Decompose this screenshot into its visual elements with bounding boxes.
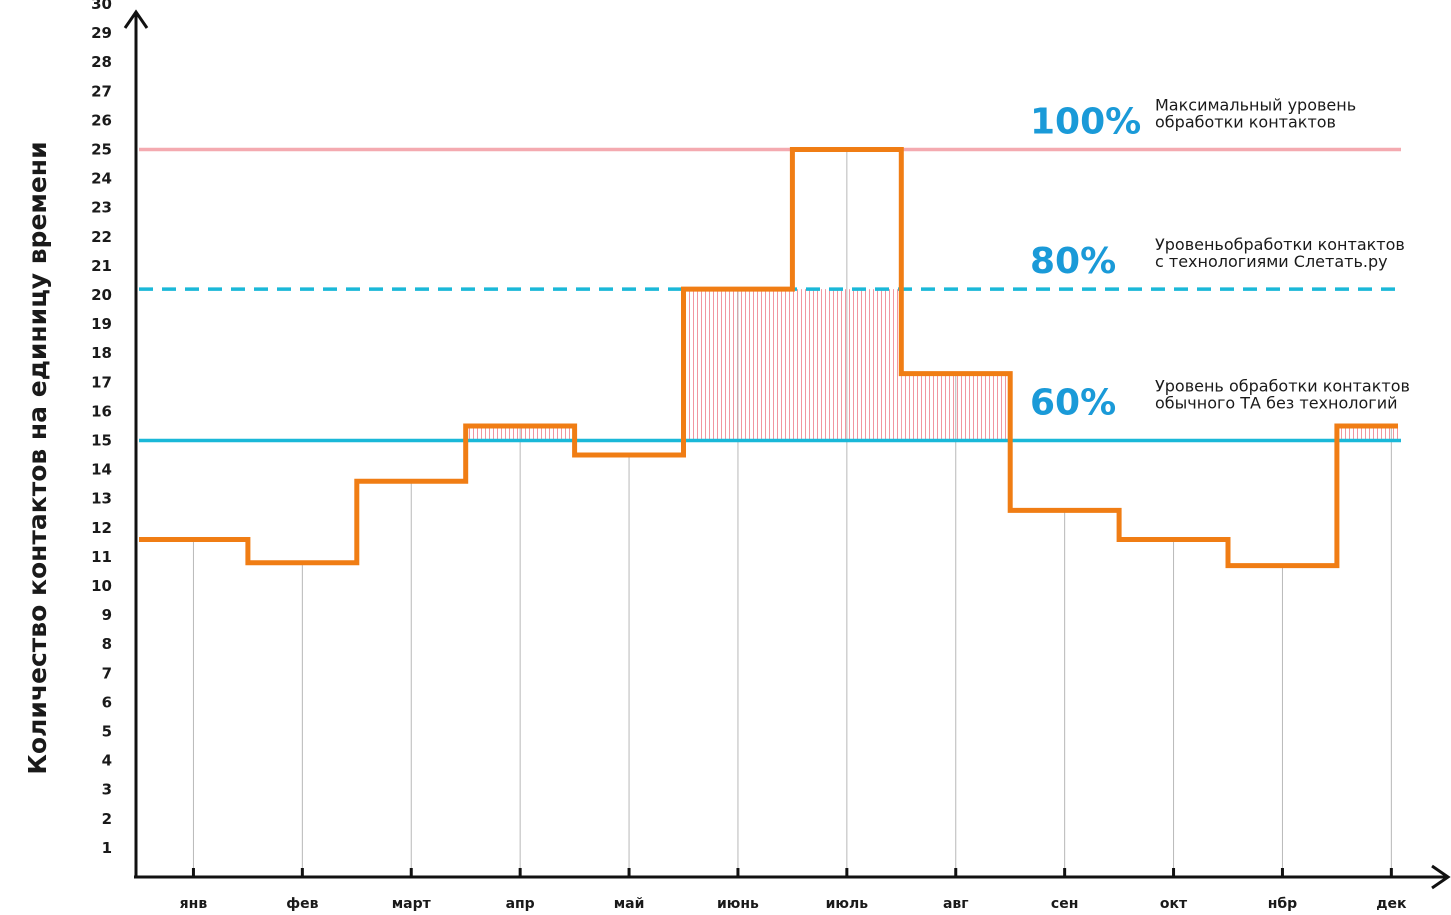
x-tick-label: июнь: [717, 896, 759, 912]
x-tick-label: сен: [1051, 896, 1078, 912]
x-tick-label: май: [614, 896, 645, 912]
y-tick-label: 23: [91, 199, 112, 217]
hatch-area: [1336, 425, 1398, 441]
axes: [123, 9, 1451, 890]
y-tick-label: 12: [91, 519, 112, 537]
x-tick-label: окт: [1160, 896, 1188, 912]
y-tick-label: 15: [91, 432, 112, 450]
y-tick-label: 26: [91, 111, 112, 129]
reference-label: Уровень обработки контактов: [1155, 377, 1410, 396]
series-step-line: [139, 147, 1398, 569]
x-tick-label: дек: [1376, 896, 1407, 912]
y-tick-label: 10: [91, 577, 112, 595]
y-tick-label: 21: [91, 257, 112, 275]
x-tick-label: июль: [826, 896, 869, 912]
x-tick-label: авг: [943, 896, 969, 912]
y-tick-label: 30: [91, 0, 112, 13]
reference-label: Уровеньобработки контактов: [1155, 235, 1405, 254]
hatch-layer: [465, 289, 1398, 441]
y-tick-label: 2: [102, 810, 112, 828]
x-tick-labels: янв фев март апр май июнь июль авг сен окт нбр дек: [180, 868, 1407, 912]
y-tick-labels: 1234567891011121314151617181920212223242…: [91, 0, 112, 857]
reference-percent: 80%: [1030, 241, 1116, 282]
y-tick-label: 25: [91, 141, 112, 159]
y-tick-label: 5: [102, 723, 112, 741]
y-tick-label: 11: [91, 548, 112, 566]
reference-label: обычного ТА без технологий: [1155, 394, 1397, 413]
y-axis-label: Количество контактов на единицу времени: [23, 141, 52, 774]
y-tick-label: 1: [102, 839, 112, 857]
y-tick-label: 28: [91, 53, 112, 71]
reference-percent: 100%: [1030, 102, 1141, 143]
grid-layer: [192, 149, 1392, 877]
x-tick-label: фев: [286, 896, 318, 912]
x-tick-label: нбр: [1268, 896, 1297, 912]
y-tick-label: 6: [102, 693, 112, 711]
series: [139, 147, 1398, 569]
reference-percent: 60%: [1030, 383, 1116, 424]
reference-label: Максимальный уровень: [1155, 96, 1356, 115]
y-tick-label: 20: [91, 286, 112, 304]
reference-label: обработки контактов: [1155, 113, 1336, 132]
y-tick-label: 16: [91, 402, 112, 420]
y-tick-label: 4: [102, 752, 112, 770]
y-tick-label: 7: [102, 664, 112, 682]
y-tick-label: 14: [91, 461, 112, 479]
reference-label: с технологиями Слетать.ру: [1155, 252, 1388, 271]
y-tick-label: 13: [91, 490, 112, 508]
x-tick-label: март: [392, 896, 432, 912]
y-tick-label: 19: [91, 315, 112, 333]
y-axis-arrow-icon: [123, 9, 149, 29]
y-tick-label: 9: [102, 606, 112, 624]
x-axis-arrow-icon: [1431, 864, 1451, 890]
y-tick-label: 24: [91, 170, 112, 188]
y-tick-label: 17: [91, 373, 112, 391]
y-tick-label: 27: [91, 82, 112, 100]
y-tick-label: 8: [102, 635, 112, 653]
x-tick-label: апр: [506, 896, 535, 912]
y-tick-label: 18: [91, 344, 112, 362]
y-tick-label: 3: [102, 781, 112, 799]
x-tick-label: янв: [180, 896, 208, 912]
y-tick-label: 22: [91, 228, 112, 246]
y-tick-label: 29: [91, 24, 112, 42]
